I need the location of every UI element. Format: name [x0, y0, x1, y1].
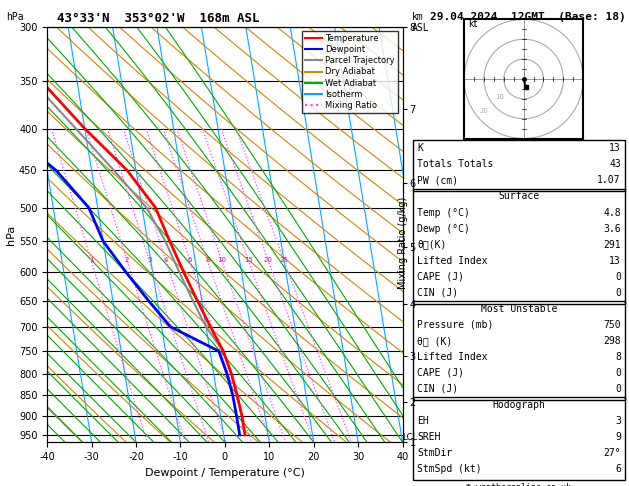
Text: 10: 10 — [495, 94, 504, 100]
Text: 10: 10 — [217, 257, 226, 263]
Text: ASL: ASL — [412, 23, 430, 34]
Text: LCL: LCL — [403, 434, 418, 442]
Text: 3: 3 — [147, 257, 152, 263]
Text: CAPE (J): CAPE (J) — [417, 368, 464, 378]
Text: 20: 20 — [264, 257, 272, 263]
Text: kt: kt — [468, 19, 477, 29]
Text: 13: 13 — [609, 143, 621, 154]
Text: 15: 15 — [244, 257, 253, 263]
Text: hPa: hPa — [6, 12, 24, 22]
Text: Pressure (mb): Pressure (mb) — [417, 320, 493, 330]
Text: SREH: SREH — [417, 432, 440, 442]
Text: Temp (°C): Temp (°C) — [417, 208, 470, 218]
Text: 6: 6 — [615, 464, 621, 474]
Text: 29.04.2024  12GMT  (Base: 18): 29.04.2024 12GMT (Base: 18) — [430, 12, 625, 22]
Text: θᴇ (K): θᴇ (K) — [417, 336, 452, 346]
X-axis label: Dewpoint / Temperature (°C): Dewpoint / Temperature (°C) — [145, 468, 305, 478]
Text: 1.07: 1.07 — [598, 175, 621, 186]
Text: 9: 9 — [615, 432, 621, 442]
Text: 27°: 27° — [603, 448, 621, 458]
Text: 0: 0 — [615, 272, 621, 282]
Text: 20: 20 — [479, 108, 488, 114]
Text: 6: 6 — [187, 257, 192, 263]
Text: StmSpd (kt): StmSpd (kt) — [417, 464, 482, 474]
Text: Lifted Index: Lifted Index — [417, 352, 487, 362]
Text: 25: 25 — [279, 257, 288, 263]
Text: 750: 750 — [603, 320, 621, 330]
Text: 1: 1 — [89, 257, 93, 263]
Text: 4: 4 — [164, 257, 168, 263]
Text: km: km — [412, 12, 424, 22]
Text: 8: 8 — [205, 257, 209, 263]
Y-axis label: hPa: hPa — [6, 225, 16, 244]
Text: 298: 298 — [603, 336, 621, 346]
Text: 3.6: 3.6 — [603, 224, 621, 234]
Text: 43°33'N  353°02'W  168m ASL: 43°33'N 353°02'W 168m ASL — [57, 12, 259, 25]
Text: Most Unstable: Most Unstable — [481, 304, 557, 314]
Text: Dewp (°C): Dewp (°C) — [417, 224, 470, 234]
Text: 13: 13 — [609, 256, 621, 266]
Text: 8: 8 — [615, 352, 621, 362]
Text: 0: 0 — [615, 384, 621, 394]
Legend: Temperature, Dewpoint, Parcel Trajectory, Dry Adiabat, Wet Adiabat, Isotherm, Mi: Temperature, Dewpoint, Parcel Trajectory… — [302, 31, 398, 113]
Text: 2: 2 — [125, 257, 129, 263]
Text: Totals Totals: Totals Totals — [417, 159, 493, 170]
Text: CIN (J): CIN (J) — [417, 288, 458, 298]
Text: 4.8: 4.8 — [603, 208, 621, 218]
Text: StmDir: StmDir — [417, 448, 452, 458]
Text: K: K — [417, 143, 423, 154]
Text: © weatheronline.co.uk: © weatheronline.co.uk — [467, 483, 571, 486]
Text: CAPE (J): CAPE (J) — [417, 272, 464, 282]
Text: CIN (J): CIN (J) — [417, 384, 458, 394]
Text: 0: 0 — [615, 368, 621, 378]
Text: θᴇ(K): θᴇ(K) — [417, 240, 447, 250]
Text: Lifted Index: Lifted Index — [417, 256, 487, 266]
Text: Hodograph: Hodograph — [493, 400, 545, 410]
Text: EH: EH — [417, 416, 429, 426]
Text: 43: 43 — [609, 159, 621, 170]
Text: PW (cm): PW (cm) — [417, 175, 458, 186]
Text: Mixing Ratio (g/kg): Mixing Ratio (g/kg) — [398, 197, 408, 289]
Text: 0: 0 — [615, 288, 621, 298]
Text: 291: 291 — [603, 240, 621, 250]
Text: 3: 3 — [615, 416, 621, 426]
Text: Surface: Surface — [498, 191, 540, 202]
